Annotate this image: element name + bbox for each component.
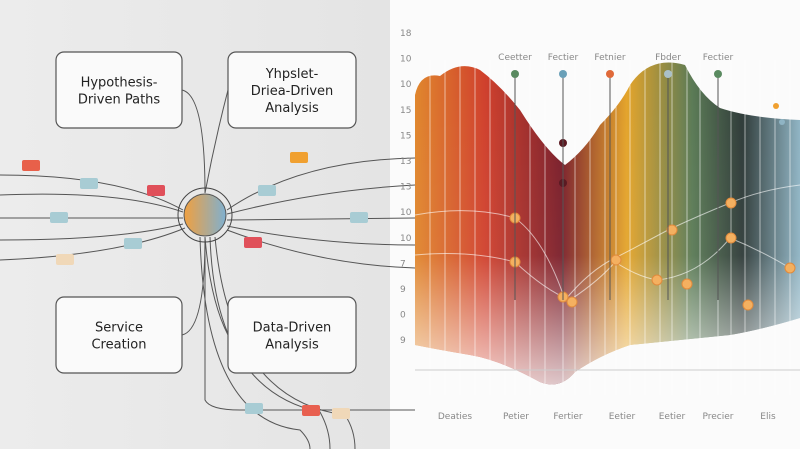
bottom-label: Fertier: [553, 412, 582, 422]
bottom-label: Eetier: [609, 412, 636, 422]
hub-ring: [177, 187, 233, 243]
y-label: 18: [400, 29, 412, 39]
wires: [0, 89, 416, 449]
y-label: 7: [400, 259, 406, 269]
top-label: Fetnier: [594, 53, 625, 63]
node-label: Driven Paths: [78, 93, 161, 108]
y-label: 0: [400, 311, 406, 321]
node-label: Creation: [91, 338, 146, 353]
bottom-label: Petier: [503, 412, 529, 422]
node-box: [227, 51, 357, 129]
node-label: Analysis: [265, 338, 319, 353]
y-label: 9: [400, 285, 406, 295]
node-label: Driea-Driven: [251, 84, 334, 99]
pills: [22, 152, 368, 419]
y-label: 13: [400, 157, 411, 167]
node-label: Analysis: [265, 101, 319, 116]
pin: [606, 70, 614, 78]
axis-labels: 18 10 10 15 15 13 13 10 10 7 9 0 9 Ceetter Fectier Fetn…: [400, 29, 776, 422]
node-box: [55, 51, 183, 129]
top-label: Ceetter: [498, 53, 532, 63]
y-label: 13: [400, 183, 411, 193]
top-label: Fbder: [655, 53, 681, 63]
y-label: 15: [400, 106, 411, 116]
node-label: Data-Driven: [253, 321, 332, 336]
y-label: 9: [400, 336, 406, 346]
y-label: 10: [400, 55, 412, 65]
node-box: [55, 296, 183, 374]
pin: [559, 70, 567, 78]
y-label: 10: [400, 208, 412, 218]
bottom-label: Deaties: [438, 412, 473, 422]
y-label: 10: [400, 80, 412, 90]
top-label: Fectier: [548, 53, 579, 63]
pin: [511, 70, 519, 78]
chart-art: [414, 60, 800, 395]
bottom-label: Eetier: [659, 412, 686, 422]
pin: [664, 70, 672, 78]
hub: [183, 193, 227, 237]
y-label: 10: [400, 234, 412, 244]
node-label: Yhpslet-: [265, 67, 319, 82]
node-labels: Hypothesis- Driven Paths Yhpslet- Driea-Dri…: [78, 67, 333, 353]
y-label: 15: [400, 131, 411, 141]
bottom-label: Precier: [703, 412, 734, 422]
bottom-label: Elis: [760, 412, 776, 422]
node-label: Service: [95, 321, 143, 336]
top-label: Fectier: [703, 53, 734, 63]
node-box: [227, 296, 357, 374]
pin: [714, 70, 722, 78]
node-label: Hypothesis-: [81, 76, 158, 91]
